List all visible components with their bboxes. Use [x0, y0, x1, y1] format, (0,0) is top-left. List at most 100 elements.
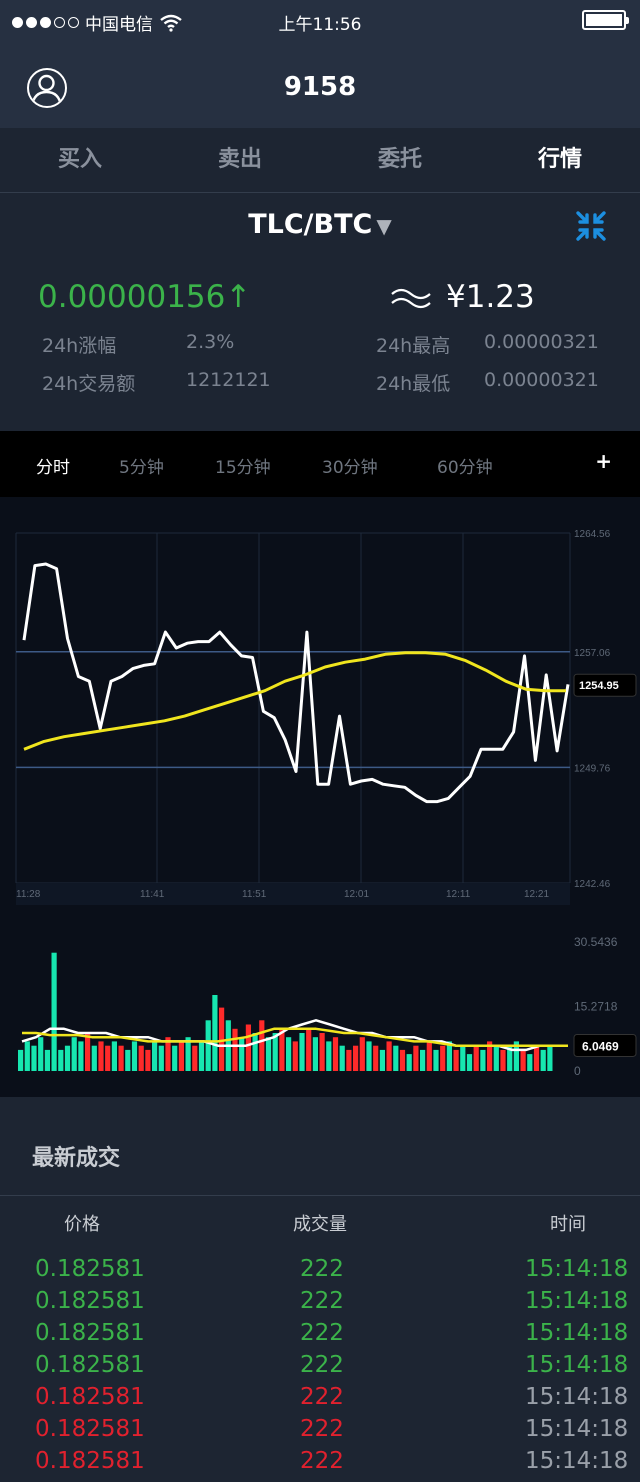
current-volume-label: 6.0469: [582, 1039, 619, 1053]
volume-bar: [426, 1041, 432, 1071]
volume-bar: [312, 1037, 318, 1071]
change-value: 2.3%: [186, 331, 235, 353]
avatar[interactable]: [27, 68, 67, 108]
tab-orders[interactable]: 委托: [377, 147, 422, 172]
change-label: 24h涨幅: [42, 335, 117, 357]
volume-bar: [386, 1041, 392, 1071]
status-left: 中国电信: [12, 10, 183, 35]
volume-bar: [192, 1045, 198, 1071]
pair-selector[interactable]: TLC/BTC ▼: [0, 209, 640, 240]
volume-bar: [286, 1037, 292, 1071]
period-tabs: 分时 5分钟 15分钟 30分钟 60分钟 +: [0, 431, 640, 497]
trade-price: 0.182581: [35, 1384, 145, 1410]
current-price-box: [573, 673, 637, 697]
volume-bar: [259, 1020, 265, 1071]
x-tick-label: 11:41: [140, 889, 165, 900]
volume-bar: [131, 1041, 138, 1071]
more-periods-button[interactable]: +: [595, 449, 612, 473]
volume-bar: [219, 1007, 225, 1071]
volume-bar: [252, 1033, 258, 1071]
trade-price: 0.182581: [35, 1320, 145, 1346]
period-5m[interactable]: 5分钟: [119, 458, 164, 478]
tab-market[interactable]: 行情: [537, 147, 582, 172]
current-volume-box: [573, 1033, 637, 1057]
trades-divider: [0, 1195, 640, 1196]
volume-bar: [198, 1041, 205, 1071]
volume-bar: [279, 1028, 285, 1071]
trade-time: 15:14:18: [525, 1288, 629, 1314]
volume-ma-yellow: [22, 1027, 568, 1047]
volume-bar: [138, 1045, 144, 1071]
trade-time: 15:14:18: [525, 1256, 629, 1282]
trade-row: 0.182581 222 15:14:18: [0, 1256, 640, 1288]
approx-icon: [391, 288, 431, 309]
volume-bar: [58, 1049, 64, 1071]
nav-bar: 9158: [0, 42, 640, 128]
volume-bar: [319, 1033, 325, 1071]
period-60m[interactable]: 60分钟: [437, 458, 493, 478]
volume-bar: [292, 1041, 298, 1071]
y-tick-label: 1264.56: [574, 529, 611, 540]
volume-bar: [460, 1045, 466, 1071]
volume-bar: [306, 1028, 312, 1071]
tab-buy[interactable]: 买入: [57, 147, 102, 172]
y-tick-label: 1242.46: [574, 879, 611, 890]
high-label: 24h最高: [376, 335, 451, 357]
volume-bar: [185, 1037, 191, 1071]
current-price-label: 1254.95: [579, 680, 619, 692]
volume-bar: [125, 1049, 131, 1071]
x-tick-label: 12:01: [344, 889, 369, 900]
volume-bar: [359, 1037, 365, 1071]
trade-price: 0.182581: [35, 1416, 145, 1442]
trade-row: 0.182581 222 15:14:18: [0, 1448, 640, 1480]
volume-bar: [433, 1049, 439, 1071]
volume-bar: [540, 1049, 546, 1071]
period-15m[interactable]: 15分钟: [215, 458, 271, 478]
ma-line: [23, 651, 566, 751]
volume-value: 1212121: [186, 369, 271, 391]
volume-bar: [366, 1041, 372, 1071]
volume-bar: [453, 1049, 459, 1071]
chart-area: 1264.56 1257.06 1249.76 1242.46 11:28 11:41 11…: [0, 497, 640, 1097]
trade-price: 0.182581: [35, 1448, 145, 1474]
volume-bar: [64, 1045, 71, 1071]
volume-bar: [172, 1045, 178, 1071]
low-label: 24h最低: [376, 373, 451, 395]
price-line: [22, 562, 570, 804]
volume-tick-label: 30.5436: [574, 935, 618, 949]
volume-bar: [44, 1049, 50, 1071]
up-arrow-icon: ↑: [225, 279, 252, 315]
volume-bar: [111, 1041, 117, 1071]
trade-row: 0.182581 222 15:14:18: [0, 1384, 640, 1416]
period-30m[interactable]: 30分钟: [322, 458, 378, 478]
user-icon: [30, 74, 63, 106]
volume-bar: [520, 1049, 526, 1071]
status-bar: 中国电信 上午11:56: [0, 0, 640, 42]
carrier-label: 中国电信: [85, 15, 153, 35]
collapse-icon[interactable]: [574, 209, 608, 243]
trade-amount: 222: [300, 1416, 344, 1442]
volume-bar: [145, 1049, 151, 1071]
volume-bar: [339, 1045, 345, 1071]
volume-bar: [399, 1049, 406, 1071]
low-value: 0.00000321: [484, 369, 599, 391]
x-axis-band: [16, 883, 570, 905]
trade-row: 0.182581 222 15:14:18: [0, 1288, 640, 1320]
x-tick-label: 12:21: [524, 889, 549, 900]
volume-bar: [487, 1041, 493, 1071]
tab-sell[interactable]: 卖出: [217, 147, 262, 172]
volume-bar: [533, 1045, 540, 1071]
volume-bar: [466, 1054, 473, 1071]
status-time: 上午11:56: [278, 15, 362, 35]
volume-bar: [158, 1045, 164, 1071]
trade-time: 15:14:18: [525, 1352, 629, 1378]
trade-amount: 222: [300, 1256, 344, 1282]
cny-price-value: ¥1.23: [446, 279, 535, 315]
volume-bar: [152, 1041, 158, 1071]
y-tick-label: 1257.06: [574, 648, 611, 659]
volume-bar: [272, 1033, 278, 1071]
period-timeline[interactable]: 分时: [36, 458, 70, 478]
col-header-time: 时间: [550, 1214, 586, 1235]
volume-bar: [118, 1045, 124, 1071]
volume-bar: [493, 1045, 499, 1071]
